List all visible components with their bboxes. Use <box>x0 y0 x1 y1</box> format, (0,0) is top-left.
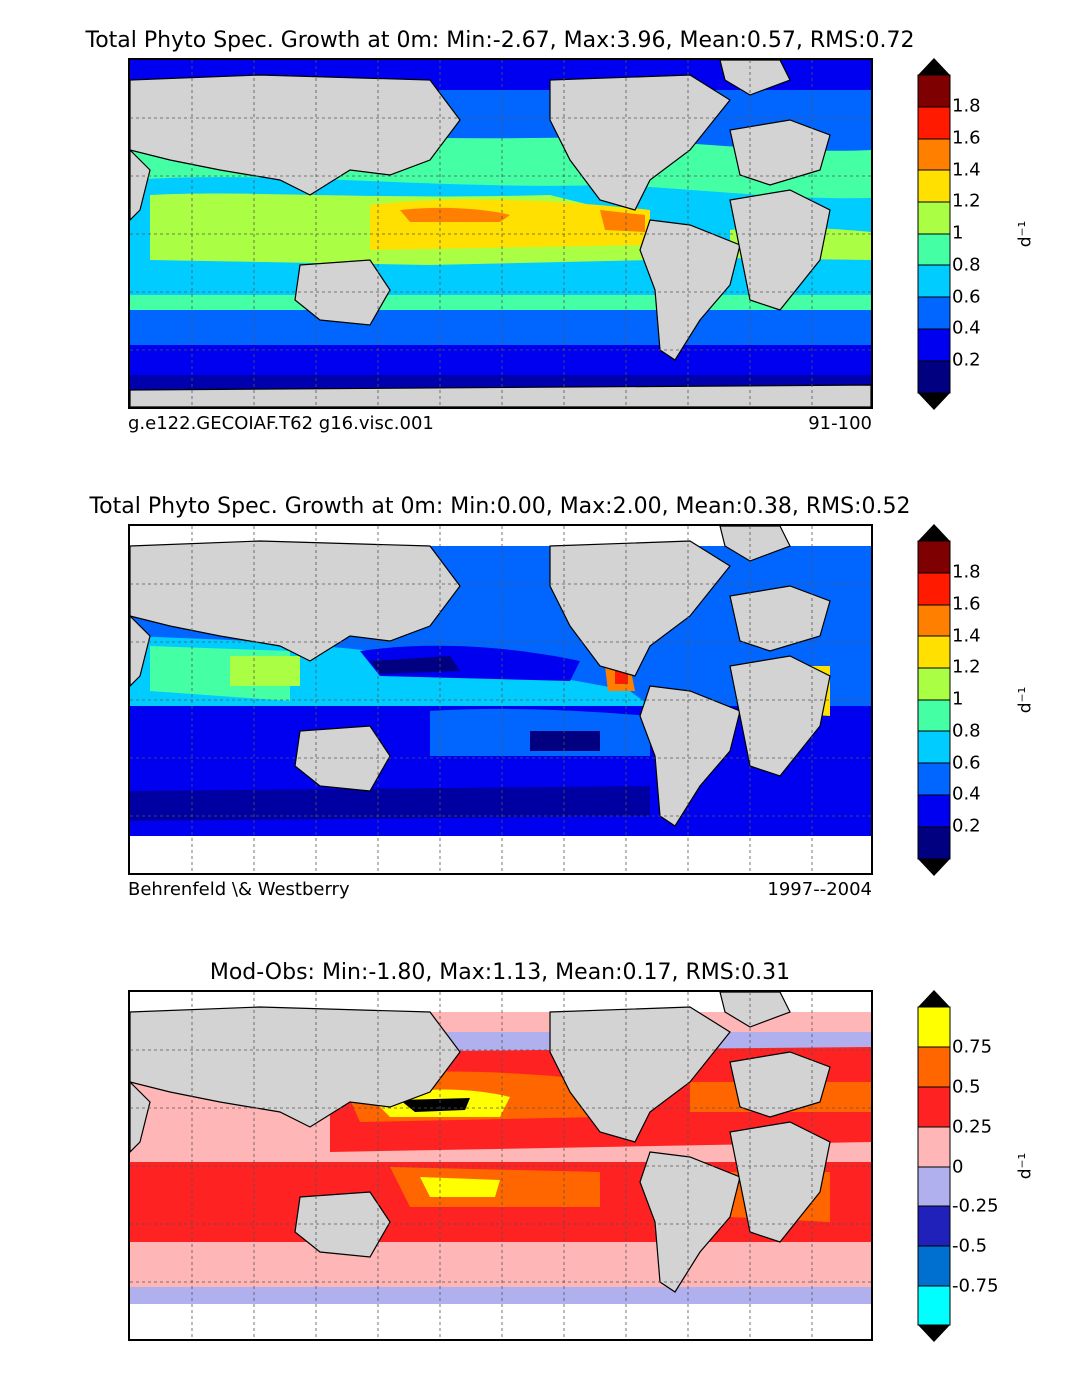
colorbar-tick: 1.6 <box>952 593 981 615</box>
colorbar <box>917 524 951 876</box>
colorbar-tick: 0.4 <box>952 783 981 805</box>
panel-diff: Mod-Obs: Min:-1.80, Max:1.13, Mean:0.17,… <box>0 960 1069 1400</box>
colorbar-tick: 0.8 <box>952 720 981 742</box>
panel-model: Total Phyto Spec. Growth at 0m: Min:-2.6… <box>0 28 1069 468</box>
model-years-label: 91-100 <box>808 413 872 434</box>
colorbar-unit: d⁻¹ <box>1015 686 1036 714</box>
colorbar-tick: 0 <box>952 1156 964 1178</box>
map-obs-growth <box>128 524 873 875</box>
panel-title: Total Phyto Spec. Growth at 0m: Min:0.00… <box>89 494 911 519</box>
colorbar-tick: 0.75 <box>952 1036 993 1058</box>
colorbar-tick: 1 <box>952 688 964 710</box>
colorbar-tick: -0.75 <box>952 1275 999 1297</box>
panel-obs: Total Phyto Spec. Growth at 0m: Min:0.00… <box>0 494 1069 934</box>
colorbar-tick: 0.6 <box>952 752 981 774</box>
obs-source-label: Behrenfeld \& Westberry <box>128 879 350 900</box>
colorbar-unit: d⁻¹ <box>1015 1152 1036 1180</box>
colorbar-tick: 0.8 <box>952 254 981 276</box>
panel-title: Mod-Obs: Min:-1.80, Max:1.13, Mean:0.17,… <box>209 960 791 985</box>
colorbar-tick: 1.4 <box>952 159 981 181</box>
colorbar-tick: 1.6 <box>952 127 981 149</box>
colorbar-tick: -0.25 <box>952 1195 999 1217</box>
colorbar-tick: 1.8 <box>952 95 981 117</box>
colorbar-tick: 1.2 <box>952 190 981 212</box>
colorbar-tick: 1 <box>952 222 964 244</box>
obs-years-label: 1997--2004 <box>767 879 872 900</box>
colorbar-tick: 0.2 <box>952 815 981 837</box>
panel-title: Total Phyto Spec. Growth at 0m: Min:-2.6… <box>85 28 915 53</box>
colorbar <box>917 58 951 410</box>
colorbar <box>917 990 951 1342</box>
colorbar-tick: 0.6 <box>952 286 981 308</box>
model-case-label: g.e122.GECOIAF.T62 g16.visc.001 <box>128 413 434 434</box>
map-model-growth <box>128 58 873 409</box>
colorbar-tick: 0.2 <box>952 349 981 371</box>
map-mod-minus-obs <box>128 990 873 1341</box>
colorbar-tick: 0.25 <box>952 1116 993 1138</box>
colorbar-tick: 1.4 <box>952 625 981 647</box>
colorbar-tick: 1.2 <box>952 656 981 678</box>
colorbar-tick: 1.8 <box>952 561 981 583</box>
colorbar-unit: d⁻¹ <box>1015 220 1036 248</box>
colorbar-tick: 0.4 <box>952 317 981 339</box>
colorbar-tick: -0.5 <box>952 1235 988 1257</box>
colorbar-tick: 0.5 <box>952 1076 981 1098</box>
